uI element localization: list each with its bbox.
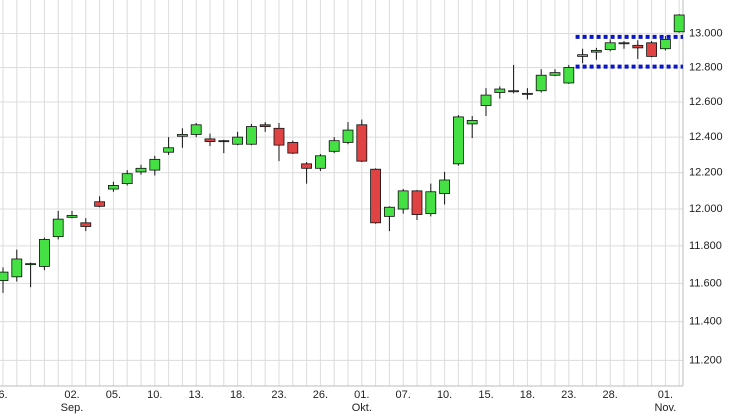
candle-body: [522, 92, 533, 95]
x-tick-label: 6.: [0, 389, 8, 401]
y-tick-label: 12.800: [689, 61, 723, 73]
candle-body: [11, 258, 23, 278]
x-tick-label: 10.: [437, 389, 452, 401]
x-tick-label: 07.: [396, 389, 411, 401]
x-tick-label: 05.: [106, 389, 121, 401]
candle-body: [94, 201, 105, 207]
x-tick-label: 10.: [147, 389, 162, 401]
x-tick-label: 01.: [354, 389, 369, 401]
candle-body: [80, 222, 92, 227]
candle-body: [259, 124, 271, 127]
candle-body: [494, 88, 506, 93]
candle-body: [425, 191, 437, 215]
y-tick-label: 11.600: [689, 277, 722, 289]
candle-body: [163, 147, 175, 153]
candle-body: [342, 129, 354, 143]
candle-body: [383, 206, 395, 217]
x-tick-label: 18.: [230, 389, 245, 401]
x-tick-label: 01.: [658, 389, 673, 401]
y-tick-label: 11.200: [689, 354, 722, 366]
y-tick-label: 11.800: [689, 240, 722, 252]
candle-body: [52, 218, 64, 238]
y-tick-label: 12.200: [689, 167, 723, 179]
x-tick-label: 15.: [478, 389, 493, 401]
candle-body: [273, 127, 285, 146]
candle-body: [204, 138, 216, 142]
candle-body: [176, 134, 188, 137]
x-month-label: Nov.: [654, 402, 676, 414]
y-tick-label: 13.000: [689, 27, 723, 39]
candle-body: [439, 179, 451, 194]
candle-body: [245, 126, 257, 145]
x-tick-label: 18.: [520, 389, 535, 401]
candle-body: [232, 136, 244, 145]
candle-body: [591, 50, 602, 53]
candle-body: [121, 173, 133, 185]
y-tick-label: 12.000: [689, 203, 723, 215]
candle-body: [480, 94, 492, 106]
candle-body: [0, 271, 9, 281]
x-month-label: Sep.: [61, 402, 84, 414]
candle-body: [508, 90, 520, 93]
candle-body: [646, 42, 657, 57]
candle-body: [218, 140, 230, 143]
candle-body: [66, 215, 78, 218]
candle-body: [397, 190, 409, 210]
candle-body: [314, 155, 326, 169]
x-tick-label: 23.: [271, 389, 286, 401]
y-tick-label: 12.400: [689, 131, 723, 143]
plot-background: [0, 0, 683, 386]
candle-body: [618, 42, 630, 45]
candle-body: [39, 239, 50, 267]
x-tick-label: 02.: [64, 389, 79, 401]
candle-body: [673, 14, 685, 33]
candle-body: [301, 163, 313, 169]
x-tick-label: 13.: [189, 389, 204, 401]
candle-body: [549, 72, 561, 76]
candle-body: [149, 158, 161, 171]
candle-body: [411, 190, 423, 215]
candle-body: [452, 116, 464, 165]
candle-body: [287, 142, 299, 154]
candle-body: [563, 67, 575, 84]
candle-body: [108, 185, 119, 190]
candle-body: [135, 167, 147, 173]
x-tick-label: 23.: [561, 389, 576, 401]
candle-body: [328, 140, 340, 152]
candle-body: [577, 54, 588, 57]
candle-body: [632, 44, 644, 49]
candle-body: [190, 124, 202, 135]
y-tick-label: 11.400: [689, 315, 722, 327]
candle-body: [535, 74, 547, 92]
y-tick-label: 12.600: [689, 96, 723, 108]
x-tick-label: 28.: [603, 389, 618, 401]
candle-body: [25, 263, 37, 266]
candle-body: [660, 39, 671, 50]
candle-body: [370, 168, 382, 224]
candle-body: [604, 42, 616, 50]
candle-body: [356, 124, 368, 162]
candle-body: [466, 119, 478, 125]
x-month-label: Okt.: [352, 402, 372, 414]
x-tick-label: 26.: [313, 389, 328, 401]
